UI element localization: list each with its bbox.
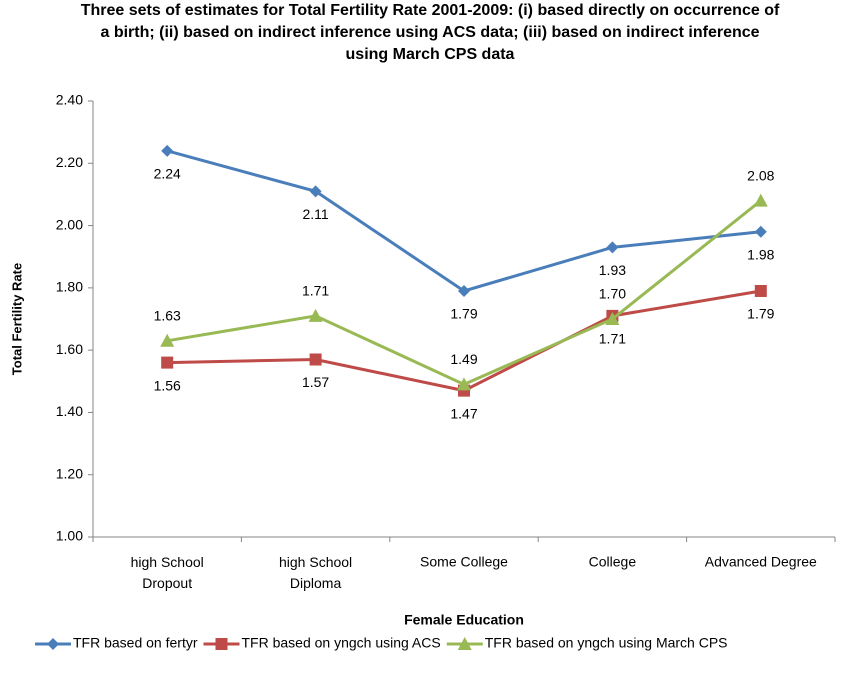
point	[457, 377, 471, 391]
y-tick-label: 1.00	[56, 528, 83, 544]
x-tick-label: high School Dropout	[131, 554, 204, 591]
legend-marker	[47, 638, 59, 650]
point	[161, 144, 174, 157]
y-tick-label: 2.00	[56, 216, 83, 232]
point	[754, 284, 767, 297]
data-label: 1.71	[599, 331, 626, 347]
x-tick-label: Advanced Degree	[705, 554, 817, 570]
data-label: 1.93	[599, 262, 626, 278]
legend-marker	[215, 638, 228, 650]
data-label: 1.98	[747, 247, 774, 263]
point	[606, 241, 619, 254]
y-tick-label: 1.80	[56, 279, 83, 295]
x-tick-label: Some College	[420, 554, 508, 570]
data-label: 2.11	[302, 206, 328, 222]
point	[309, 353, 322, 366]
data-label: 1.49	[450, 351, 477, 367]
data-label: 1.63	[154, 308, 181, 324]
point	[605, 312, 620, 325]
y-tick-label: 2.20	[56, 154, 83, 170]
data-label: 1.47	[450, 405, 477, 421]
chart-title: Three sets of estimates for Total Fertil…	[80, 2, 780, 63]
y-tick-label: 1.60	[56, 341, 83, 357]
point	[160, 333, 175, 347]
y-axis-label: Total Fertility Rate	[9, 263, 24, 375]
point	[161, 356, 174, 369]
point	[754, 225, 767, 238]
data-label: 1.71	[302, 283, 329, 299]
point	[753, 193, 768, 207]
data-label: 2.24	[154, 166, 181, 182]
data-label: 1.70	[599, 286, 626, 302]
point	[308, 308, 323, 322]
x-axis-label: Female Education	[404, 612, 524, 628]
data-label: 1.57	[302, 374, 329, 390]
y-tick-label: 1.40	[56, 403, 83, 419]
data-label: 2.08	[747, 167, 774, 183]
x-tick-label: high School Diploma	[279, 554, 352, 591]
data-label: 1.79	[450, 306, 477, 322]
data-label: 1.79	[747, 306, 774, 322]
legend-label: TFR based on yngch using ACS	[242, 635, 441, 651]
point	[458, 284, 470, 297]
legend-label: TFR based on yngch using March CPS	[485, 635, 728, 651]
x-tick-label: College	[589, 554, 637, 570]
point	[309, 185, 322, 198]
y-tick-label: 1.20	[56, 465, 83, 481]
y-tick-label: 2.40	[56, 92, 83, 108]
data-label: 1.56	[154, 377, 181, 393]
legend-marker	[457, 637, 472, 650]
legend-label: TFR based on fertyr	[73, 635, 198, 651]
